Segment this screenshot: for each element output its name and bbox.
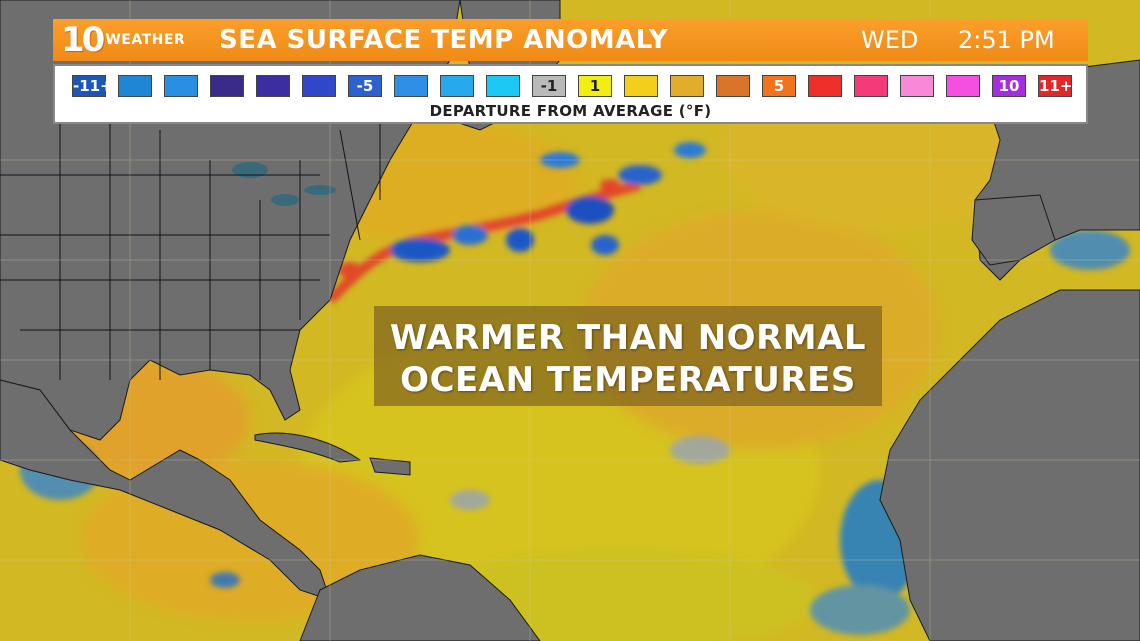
legend-swatch [808,75,842,97]
legend-caption: DEPARTURE FROM AVERAGE (°F) [429,102,712,120]
iberia [971,194,1056,266]
legend-swatch [302,75,336,97]
legend-swatch [440,75,474,97]
header-bar: 10 WEATHER SEA SURFACE TEMP ANOMALY WED … [53,19,1088,61]
legend-swatch [670,75,704,97]
callout-box: WARMER THAN NORMAL OCEAN TEMPERATURES [374,306,882,406]
legend-swatch: -1 [532,75,566,97]
station-logo: 10 WEATHER [53,19,203,61]
map-title: SEA SURFACE TEMP ANOMALY [219,25,669,55]
state-borders [0,80,381,380]
legend-swatch [946,75,980,97]
gulf-stream-anomalies [326,142,706,304]
legend-swatch [854,75,888,97]
legend-swatch [118,75,152,97]
legend-swatch [164,75,198,97]
legend-swatch [256,75,290,97]
logo-number: 10 [61,20,105,60]
legend-swatch [716,75,750,97]
logo-word: WEATHER [105,32,186,48]
day-label: WED [861,26,919,54]
color-legend: -11+ -5 -1 1 5 10 11+ DEPARTURE FROM AVERAGE (… [53,64,1088,124]
legend-swatches: -11+ -5 -1 1 5 10 11+ [66,75,1078,97]
callout-line-1: WARMER THAN NORMAL [389,318,867,358]
callout-line-2: OCEAN TEMPERATURES [400,360,856,400]
cuba [254,432,362,463]
legend-swatch [900,75,934,97]
legend-swatch [486,75,520,97]
central-america [0,379,331,601]
great-lakes [232,162,336,206]
africa [879,289,1140,641]
legend-swatch: 11+ [1038,75,1073,97]
legend-swatch: 5 [762,75,796,97]
legend-swatch: -5 [348,75,382,97]
legend-swatch [394,75,428,97]
legend-swatch [624,75,658,97]
legend-swatch: 1 [578,75,612,97]
legend-swatch: -11+ [72,75,113,97]
hispaniola [369,457,411,476]
legend-swatch [210,75,244,97]
legend-swatch: 10 [992,75,1026,97]
south-america [299,554,541,641]
time-label: 2:51 PM [958,26,1055,54]
